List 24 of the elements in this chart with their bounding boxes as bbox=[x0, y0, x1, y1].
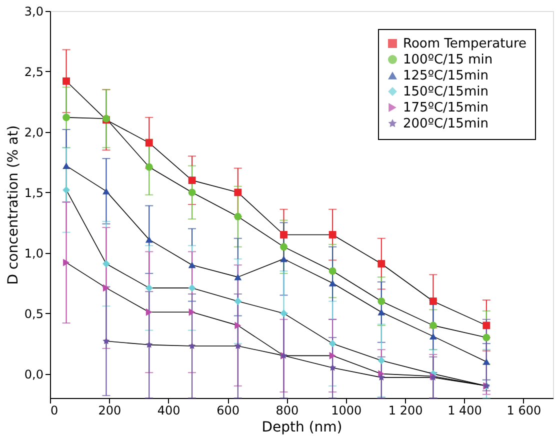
x-tick-label: 0 bbox=[50, 404, 58, 418]
y-tick-label: 1,5 bbox=[24, 186, 44, 200]
legend-label: 200ºC/15min bbox=[403, 116, 488, 132]
y-tick-label: 1,0 bbox=[24, 246, 44, 260]
x-tick-label: 400 bbox=[157, 404, 180, 418]
x-tick-label: 200 bbox=[98, 404, 122, 418]
legend-label: 175ºC/15min bbox=[403, 100, 488, 116]
x-tick-label: 600 bbox=[216, 404, 240, 418]
y-tick-label: 0,5 bbox=[24, 306, 44, 321]
x-tick-label: 1 600 bbox=[506, 404, 542, 418]
legend-label: Room Temperature bbox=[403, 36, 526, 52]
y-tick-label: 3,0 bbox=[24, 4, 44, 18]
legend-label: 125ºC/15min bbox=[403, 68, 488, 84]
y-tick-label: 2,5 bbox=[24, 64, 44, 79]
x-tick-label: 1 200 bbox=[388, 404, 423, 418]
legend-label: 150ºC/15min bbox=[403, 84, 488, 100]
y-tick-label: 0,0 bbox=[24, 367, 44, 382]
legend-label: 100ºC/15 min bbox=[403, 52, 493, 68]
x-tick-label: 1 400 bbox=[448, 404, 482, 418]
x-tick-label: 800 bbox=[276, 404, 299, 418]
y-tick-label: 2,0 bbox=[24, 125, 44, 140]
y-axis-title: D concentration (% at) bbox=[5, 125, 22, 285]
x-axis-title: Depth (nm) bbox=[262, 420, 342, 436]
x-tick-label: 1000 bbox=[331, 404, 362, 418]
